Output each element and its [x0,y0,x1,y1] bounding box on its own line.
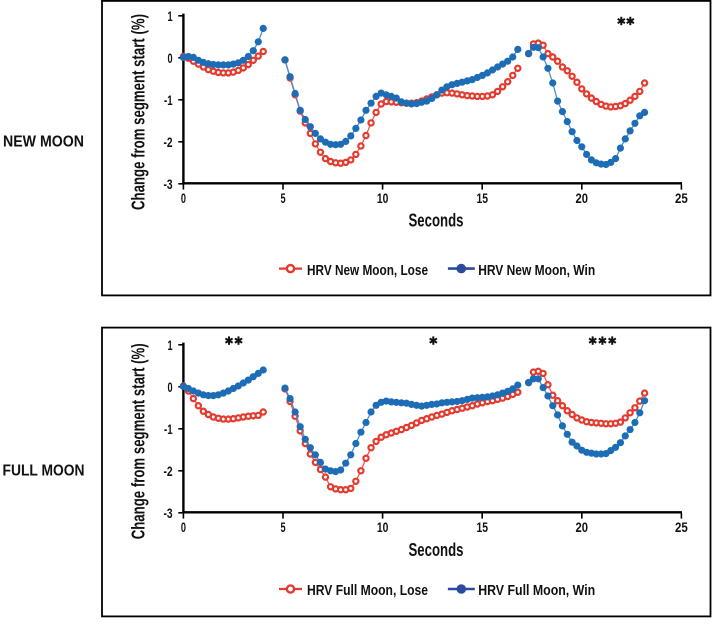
svg-text:HRV Full Moon, Lose: HRV Full Moon, Lose [307,582,428,599]
svg-text:0: 0 [181,190,186,206]
svg-text:10: 10 [377,190,389,206]
svg-text:25: 25 [675,519,688,535]
svg-text:FULL MOON: FULL MOON [3,462,85,479]
svg-text:1: 1 [168,8,173,24]
svg-text:-1: -1 [164,92,173,108]
svg-text:Seconds: Seconds [409,211,464,231]
svg-text:-2: -2 [164,463,173,479]
svg-text:-2: -2 [164,134,173,150]
svg-text:15: 15 [476,519,488,535]
svg-text:HRV New Moon, Win: HRV New Moon, Win [478,262,595,279]
svg-text:HRV New Moon, Lose: HRV New Moon, Lose [307,262,428,279]
svg-text:HRV Full Moon, Win: HRV Full Moon, Win [478,582,595,599]
svg-text:-3: -3 [164,505,173,521]
svg-text:Change from segment start (%): Change from segment start (%) [129,14,149,210]
svg-text:0: 0 [181,519,186,535]
svg-text:1: 1 [168,337,173,353]
svg-text:25: 25 [675,190,688,206]
svg-text:10: 10 [377,519,389,535]
svg-text:5: 5 [280,519,285,535]
svg-text:15: 15 [476,190,488,206]
svg-text:NEW MOON: NEW MOON [3,134,84,151]
svg-text:5: 5 [280,190,285,206]
svg-text:0: 0 [168,379,173,395]
svg-text:20: 20 [576,519,589,535]
svg-text:Change from segment start (%): Change from segment start (%) [129,343,149,539]
svg-text:20: 20 [576,190,589,206]
svg-text:Seconds: Seconds [409,540,464,560]
svg-text:-3: -3 [164,176,173,192]
svg-text:0: 0 [168,50,173,66]
svg-text:-1: -1 [164,421,173,437]
